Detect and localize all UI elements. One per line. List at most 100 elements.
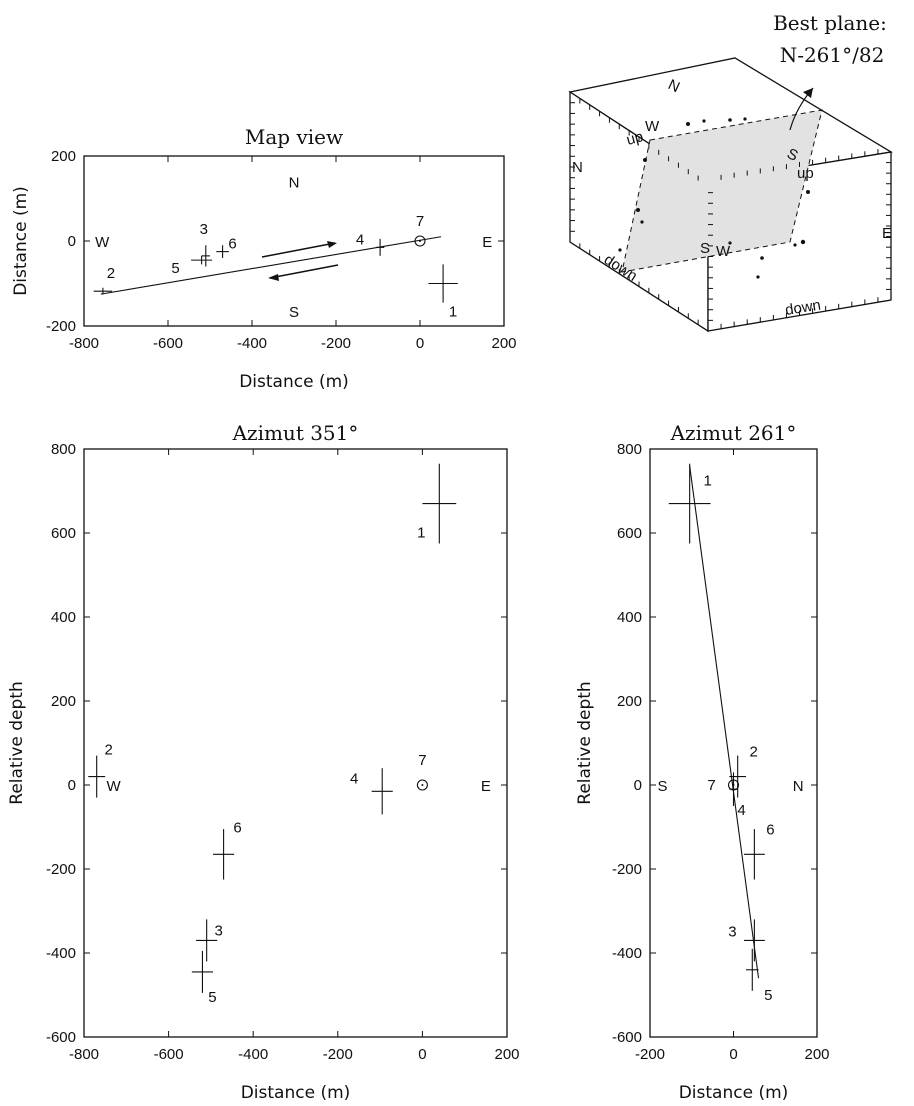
azimut-351-chart: Azimut 351°-800 -600 -400 -200 0 200800600400… [7, 421, 520, 1103]
hypocentre-reference-marker [416, 779, 428, 791]
x-tick-label: 200 [804, 1046, 829, 1063]
slip-arrow-west [269, 264, 339, 279]
hypocentre-label: 7 [416, 213, 424, 230]
hypocentre-label: 7 [418, 752, 426, 769]
hypocentre-label: 2 [750, 744, 758, 761]
fault-plane [621, 109, 823, 273]
x-tick-label: -800 [69, 335, 99, 352]
hypocentre-reference-dot [421, 784, 424, 786]
side-label-right: E [481, 778, 491, 795]
hypocentre-label: 1 [703, 473, 711, 490]
chart-title: Azimut 261° [670, 421, 797, 445]
fault-trace-line [689, 465, 760, 979]
y-axis-label: Relative depth [575, 681, 595, 804]
best-plane-title: Best plane: [773, 11, 887, 35]
slip-arrowhead-west [268, 274, 279, 281]
block-label-east-side: E [882, 225, 892, 242]
hypocentre-label: 5 [208, 989, 216, 1006]
y-tick-label: 800 [51, 441, 76, 458]
hypocentre-label: 5 [171, 260, 179, 277]
hypocentre-reference-marker [727, 779, 740, 791]
hypocentre-reference-dot [732, 784, 735, 786]
x-tick-label: 0 [416, 335, 424, 352]
hypocentre-label: 4 [350, 770, 358, 787]
y-axis-label: Relative depth [7, 681, 27, 804]
y-tick-label: 600 [617, 525, 642, 542]
block-label-north-side: N [572, 159, 583, 176]
side-label-left: S [658, 778, 668, 795]
side-label-left: W [107, 778, 122, 795]
map-view-chart: Map view -800 -600 -400 -200 0 200 200 0 -200 Dist… [11, 125, 517, 392]
x-tick-label: -600 [154, 1046, 184, 1063]
y-tick-label: -200 [612, 861, 642, 878]
slip-arrows [261, 241, 339, 281]
block-hypocentres [618, 117, 810, 279]
x-tick-label: 200 [491, 335, 516, 352]
hypocentre-label: 1 [417, 525, 425, 542]
y-tick-label: 600 [51, 525, 76, 542]
compass-east: E [482, 234, 492, 251]
fault-trace-line [100, 236, 442, 295]
slip-arrow-east [261, 242, 336, 258]
block-label-down-right: down [784, 297, 822, 319]
y-tick-label: -600 [46, 1029, 76, 1046]
hypocentre-label: 6 [233, 819, 241, 836]
hypocentre-reference-marker [414, 235, 426, 247]
hypocentre-label: 4 [737, 802, 745, 819]
hypocentre-label: 4 [356, 231, 364, 248]
block-label-west-top: W [645, 118, 660, 135]
block-label-west-face: W [716, 243, 731, 260]
x-tick-label: 0 [729, 1046, 737, 1063]
hypocentre-label: 6 [228, 236, 236, 253]
plot-frame [649, 448, 818, 1038]
x-tick-label: -400 [237, 335, 267, 352]
block-label-up-left: up [625, 128, 646, 149]
azimut-261-chart: Azimut 261° -200 0 200 800 600 400 200 0 -200 -400… [575, 421, 830, 1103]
hypocentre-label: 2 [105, 742, 113, 759]
y-tick-label: -200 [46, 861, 76, 878]
x-tick-label: -200 [323, 1046, 353, 1063]
side-label-right: N [793, 778, 804, 795]
block-label-south-face: S [700, 240, 710, 257]
chart-title: Map view [245, 125, 343, 149]
x-tick-label: -400 [238, 1046, 268, 1063]
y-tick-label: 200 [617, 693, 642, 710]
hypocentre-label: 3 [200, 221, 208, 238]
y-tick-label: 800 [617, 441, 642, 458]
y-tick-label: -400 [612, 945, 642, 962]
y-tick-label: -600 [612, 1029, 642, 1046]
y-tick-label: 400 [617, 609, 642, 626]
hypocentre-label: 3 [214, 922, 222, 939]
x-tick-label: 200 [494, 1046, 519, 1063]
y-axis-label: Distance (m) [11, 186, 31, 296]
hypocentre-label: 3 [728, 923, 736, 940]
y-tick-label: -400 [46, 945, 76, 962]
hypocentre-label: 2 [107, 265, 115, 282]
compass-south: S [289, 304, 299, 321]
block-diagram: N W up N S up E S W down down [568, 57, 893, 333]
block-ticks [570, 98, 891, 329]
hypocentre-reference-dot [419, 240, 421, 242]
slip-arrowhead-east [327, 241, 337, 248]
plot-frame [83, 448, 508, 1038]
block-label-up-right: up [797, 165, 814, 182]
hypocentre-label: 1 [449, 304, 457, 321]
x-axis-label: Distance (m) [241, 1083, 351, 1103]
x-tick-label: -600 [153, 335, 183, 352]
y-tick-label: -200 [46, 318, 76, 335]
hypocentre-label: 7 [707, 777, 715, 794]
hypocentre-label: 6 [766, 821, 774, 838]
chart-title: Azimut 351° [232, 421, 359, 445]
x-axis-label: Distance (m) [679, 1083, 789, 1103]
x-axis-label: Distance (m) [239, 372, 349, 392]
x-tick-label: 0 [418, 1046, 426, 1063]
best-plane-value: N-261°/82 [780, 43, 885, 67]
y-tick-label: 200 [51, 148, 76, 165]
y-tick-label: 0 [634, 777, 642, 794]
compass-west: W [95, 234, 110, 251]
y-tick-label: 0 [68, 777, 76, 794]
hypocentre-label: 5 [764, 987, 772, 1004]
y-tick-label: 200 [51, 693, 76, 710]
normal-arrowhead [803, 88, 813, 98]
